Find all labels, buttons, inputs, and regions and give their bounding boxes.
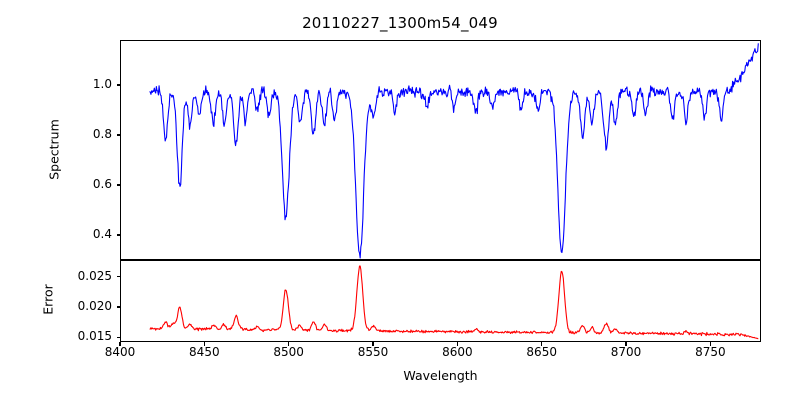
spectrum-ytick-label: 0.6 xyxy=(92,177,112,191)
spectrum-ytick-mark xyxy=(116,84,120,86)
x-tick-label: 8700 xyxy=(610,345,642,359)
x-tick-label: 8450 xyxy=(189,345,220,359)
spectrum-axis-label: Spectrum xyxy=(46,119,62,180)
x-tick-label: 8500 xyxy=(273,345,304,359)
x-tick-mark xyxy=(119,342,121,346)
spectrum-ytick-mark xyxy=(116,234,120,236)
error-plot-area xyxy=(120,260,761,342)
x-tick-mark xyxy=(203,342,205,346)
x-tick-label: 8650 xyxy=(526,345,557,359)
error-line-series xyxy=(121,261,760,341)
error-ytick-mark xyxy=(116,306,120,308)
x-tick-mark xyxy=(288,342,290,346)
x-tick-mark xyxy=(541,342,543,346)
error-ytick-mark xyxy=(116,336,120,338)
x-tick-label: 8550 xyxy=(357,345,389,359)
error-ytick-mark xyxy=(116,276,120,278)
x-tick-mark xyxy=(456,342,458,346)
spectrum-ytick-mark xyxy=(116,184,120,186)
spectrum-plot-area xyxy=(120,40,761,260)
x-axis-label: Wavelength xyxy=(403,368,478,383)
error-ytick-label: 0.025 xyxy=(77,268,112,283)
spectrum-ytick-label: 1.0 xyxy=(92,77,112,91)
x-tick-mark xyxy=(709,342,711,346)
error-ytick-label: 0.015 xyxy=(77,329,112,344)
chart-title: 20110227_1300m54_049 xyxy=(302,14,498,32)
x-tick-label: 8400 xyxy=(104,345,136,359)
x-tick-mark xyxy=(372,342,374,346)
x-tick-label: 8600 xyxy=(442,345,473,359)
spectrum-ytick-mark xyxy=(116,134,120,136)
error-axis-label: Error xyxy=(40,284,56,315)
error-ytick-label: 0.020 xyxy=(77,299,112,314)
x-tick-mark xyxy=(625,342,627,346)
spectrum-ytick-label: 0.4 xyxy=(92,227,112,241)
x-tick-label: 8750 xyxy=(695,345,726,359)
spectrum-line-series xyxy=(121,41,760,259)
spectrum-ytick-label: 0.8 xyxy=(92,127,112,141)
